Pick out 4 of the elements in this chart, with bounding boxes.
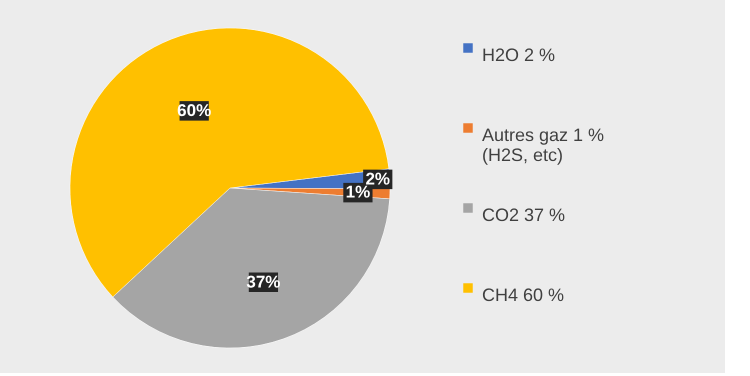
legend-label: CO2 37 %: [482, 205, 566, 225]
legend-label: H2O 2 %: [482, 45, 556, 65]
legend-label: Autres gaz 1 % (H2S, etc): [482, 125, 604, 165]
legend-label: CH4 60 %: [482, 285, 564, 305]
